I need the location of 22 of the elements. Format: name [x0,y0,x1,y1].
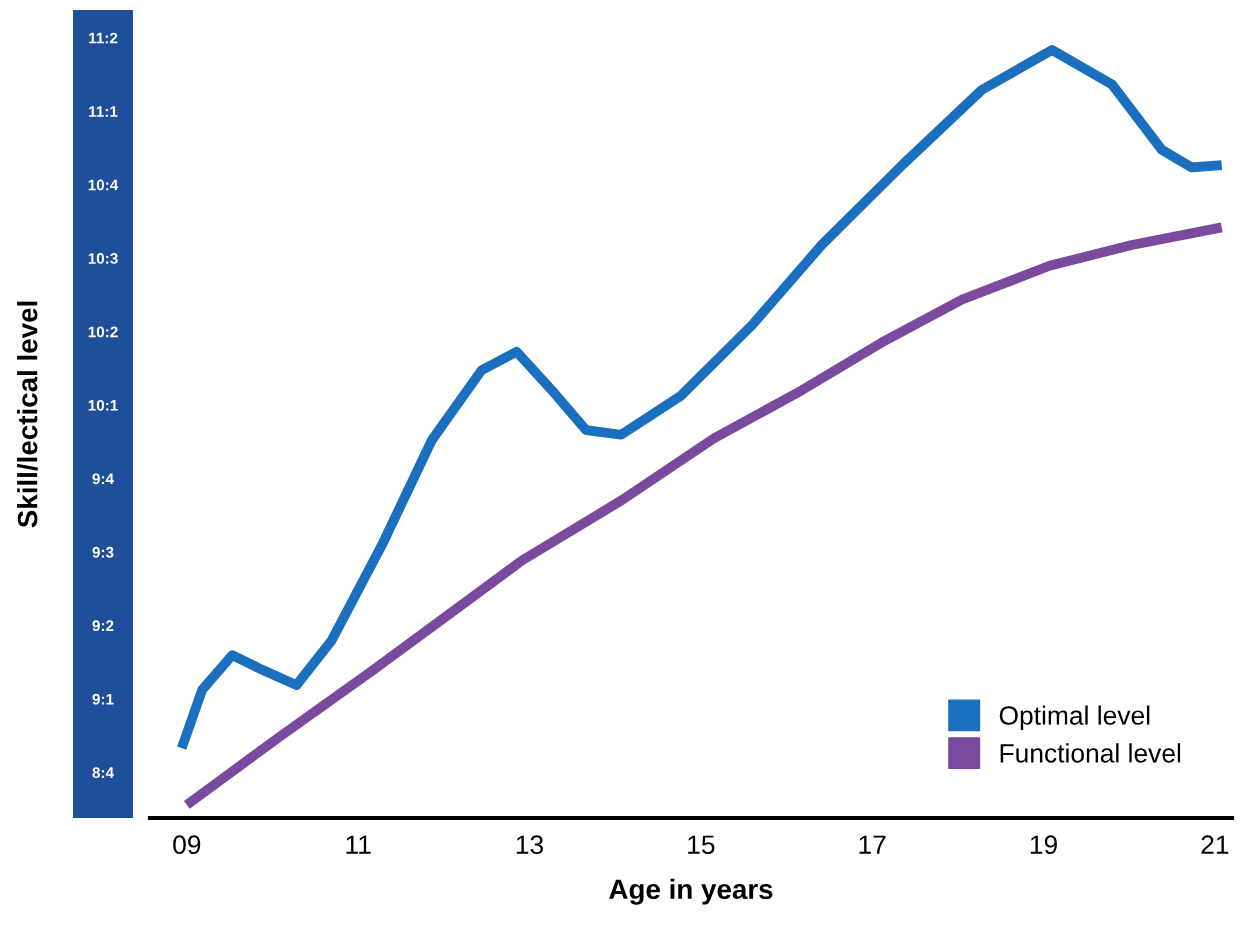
x-axis-title: Age in years [609,878,773,905]
x-tick-label: 13 [516,835,544,855]
x-tick-label: 19 [1030,835,1057,855]
x-tick-label: 17 [859,835,886,854]
text: 10:1 [88,399,118,411]
x-tick-label: 09 [173,835,201,855]
text: 10:2 [88,326,118,338]
x-tick-label: 11 [346,835,371,854]
legend-label: Functional level [1000,743,1181,763]
text: 10:3 [88,253,118,264]
text: 9:4 [92,473,114,485]
x-tick-label: 21 [1201,835,1229,854]
text: 11:2 [89,32,118,44]
text: 8:4 [92,767,114,779]
text: 9:3 [92,546,114,558]
legend-label: Optimal level [999,705,1150,731]
y-axis-title: Skill/lectical level [17,301,38,528]
text: 9:1 [92,693,114,705]
text: 10:4 [88,179,119,191]
text: 9:2 [92,620,114,632]
text: 11:1 [89,106,118,117]
x-tick-label: 15 [688,835,715,855]
